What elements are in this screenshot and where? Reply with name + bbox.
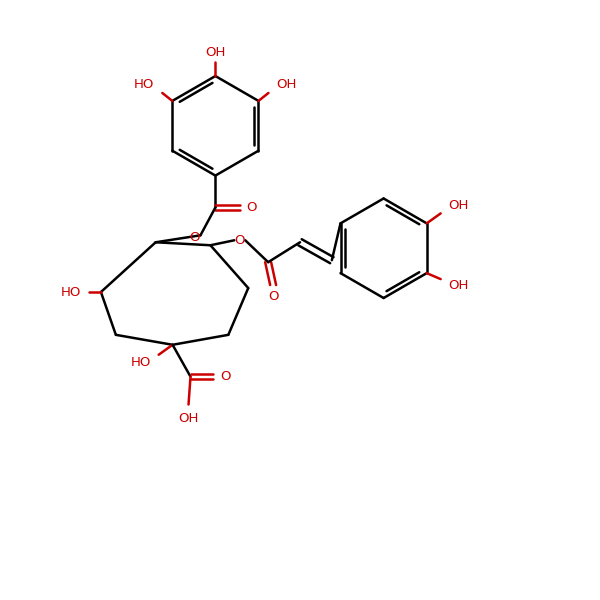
Text: OH: OH [448, 199, 469, 212]
Text: O: O [268, 290, 278, 302]
Text: O: O [234, 234, 245, 247]
Text: OH: OH [276, 79, 296, 91]
Text: HO: HO [61, 286, 81, 299]
Text: OH: OH [205, 46, 226, 59]
Text: O: O [189, 231, 200, 244]
Text: O: O [220, 370, 230, 383]
Text: O: O [246, 201, 256, 214]
Text: HO: HO [134, 79, 155, 91]
Text: OH: OH [448, 278, 469, 292]
Text: HO: HO [131, 356, 151, 369]
Text: OH: OH [178, 412, 199, 425]
